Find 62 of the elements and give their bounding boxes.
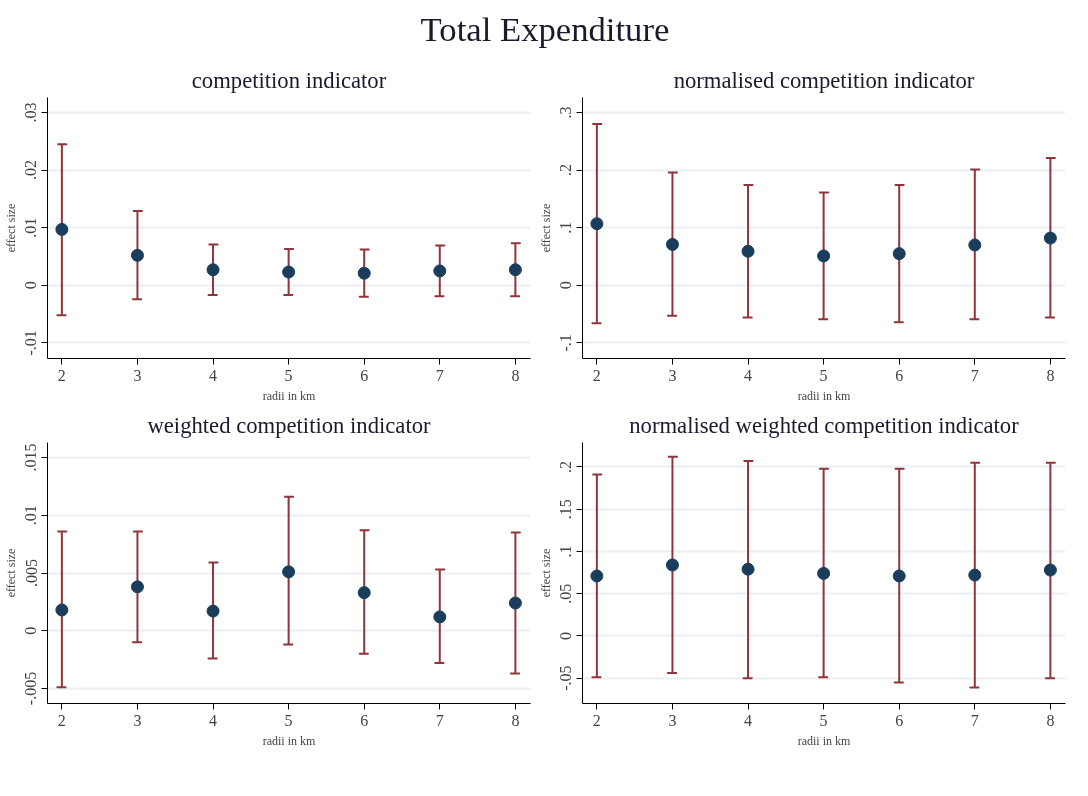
chart-title: normalised competition indicator	[673, 67, 975, 93]
x-tick-label: 8	[511, 711, 520, 729]
x-tick-label: 3	[133, 366, 142, 384]
x-tick-label: 7	[435, 711, 444, 729]
x-tick-label: 8	[1046, 711, 1055, 729]
x-tick-label: 3	[668, 366, 677, 384]
x-axis-title: radii in km	[262, 733, 316, 748]
text: Total Expenditure	[420, 9, 670, 50]
x-tick-label: 6	[360, 711, 369, 729]
x-tick-label: 2	[592, 366, 601, 384]
y-tick-label: .1	[557, 221, 575, 234]
x-tick-label: 6	[360, 366, 369, 384]
y-tick-label: .1	[557, 545, 575, 558]
x-tick-label: 7	[435, 366, 444, 384]
y-tick-label: .3	[557, 106, 575, 119]
y-tick-label: -.005	[22, 671, 40, 706]
x-tick-label: 2	[592, 711, 601, 729]
x-tick-label: 8	[1046, 366, 1055, 384]
x-tick-label: 4	[209, 366, 218, 384]
chart-title: weighted competition indicator	[147, 412, 432, 438]
x-tick-label: 5	[284, 711, 293, 729]
x-tick-label: 7	[970, 711, 979, 729]
y-axis-title: effect size	[538, 203, 553, 253]
x-tick-label: 5	[284, 366, 293, 384]
x-tick-label: 4	[744, 366, 753, 384]
y-tick-label: 0	[557, 631, 575, 640]
x-tick-label: 6	[895, 711, 904, 729]
y-tick-label: .15	[557, 499, 575, 520]
x-tick-label: 5	[819, 711, 828, 729]
y-tick-label: .2	[557, 461, 575, 473]
x-tick-label: 6	[895, 366, 904, 384]
x-tick-label: 2	[57, 711, 66, 729]
y-tick-label: .005	[22, 559, 40, 587]
y-axis-title: effect size	[3, 548, 18, 598]
y-tick-label: 0	[22, 626, 40, 635]
y-tick-label: .01	[22, 505, 40, 526]
y-tick-label: -.1	[557, 334, 575, 352]
chart-title: competition indicator	[191, 67, 387, 93]
y-tick-label: .01	[22, 217, 40, 238]
y-tick-label: .03	[22, 102, 40, 123]
chart-title: normalised weighted competition indicator	[629, 412, 1020, 438]
y-tick-label: -.05	[557, 665, 575, 691]
y-tick-label: .015	[22, 443, 40, 472]
y-tick-label: -.01	[22, 330, 40, 356]
x-axis-title: radii in km	[797, 388, 851, 403]
x-tick-label: 4	[744, 711, 753, 729]
y-axis-title: effect size	[3, 203, 18, 253]
x-axis-title: radii in km	[262, 388, 316, 403]
x-axis-title: radii in km	[797, 733, 851, 748]
x-tick-label: 7	[970, 366, 979, 384]
x-tick-label: 4	[209, 711, 218, 729]
y-tick-label: .05	[557, 583, 575, 604]
x-tick-label: 3	[133, 711, 142, 729]
x-tick-label: 8	[511, 366, 520, 384]
x-tick-label: 3	[668, 711, 677, 729]
y-tick-label: .02	[22, 160, 40, 181]
y-tick-label: 0	[22, 281, 40, 290]
y-tick-label: .2	[557, 164, 575, 177]
y-axis-title: effect size	[538, 548, 553, 598]
y-tick-label: 0	[557, 281, 575, 290]
x-tick-label: 5	[819, 366, 828, 384]
x-tick-label: 2	[57, 366, 66, 384]
